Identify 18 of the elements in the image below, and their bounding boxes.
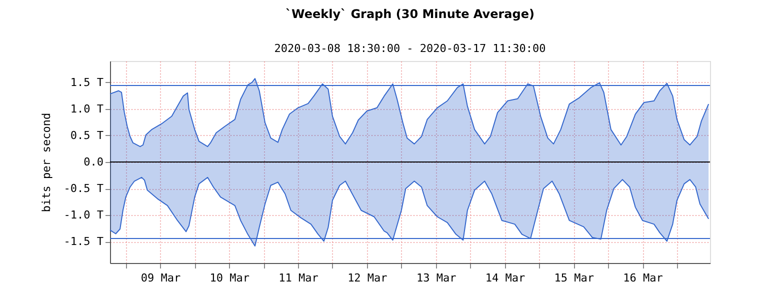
y-tick-label: 1.0 T xyxy=(70,102,104,116)
y-tick-label: -1.5 T xyxy=(64,235,104,248)
x-tick-label: 16 Mar xyxy=(623,272,664,284)
y-tick-label: -1.0 T xyxy=(64,208,104,222)
chart-subtitle: 2020-03-08 18:30:00 - 2020-03-17 11:30:00 xyxy=(274,42,546,55)
y-axis-title: bits per second xyxy=(40,112,53,212)
y-tick-label: -0.5 T xyxy=(64,182,104,196)
x-tick-label: 15 Mar xyxy=(554,272,594,284)
x-tick-label: 14 Mar xyxy=(485,272,526,284)
x-tick-label: 13 Mar xyxy=(416,272,457,284)
chart-title: `Weekly` Graph (30 Minute Average) xyxy=(286,7,534,21)
x-tick-label: 11 Mar xyxy=(278,272,319,284)
y-tick-label: 1.5 T xyxy=(70,76,104,89)
x-tick-label: 09 Mar xyxy=(140,272,181,284)
y-tick-label: 0.0 xyxy=(84,156,104,168)
x-tick-label: 12 Mar xyxy=(348,272,388,284)
x-tick-label: 10 Mar xyxy=(210,272,250,284)
y-tick-label: 0.5 T xyxy=(70,128,104,142)
